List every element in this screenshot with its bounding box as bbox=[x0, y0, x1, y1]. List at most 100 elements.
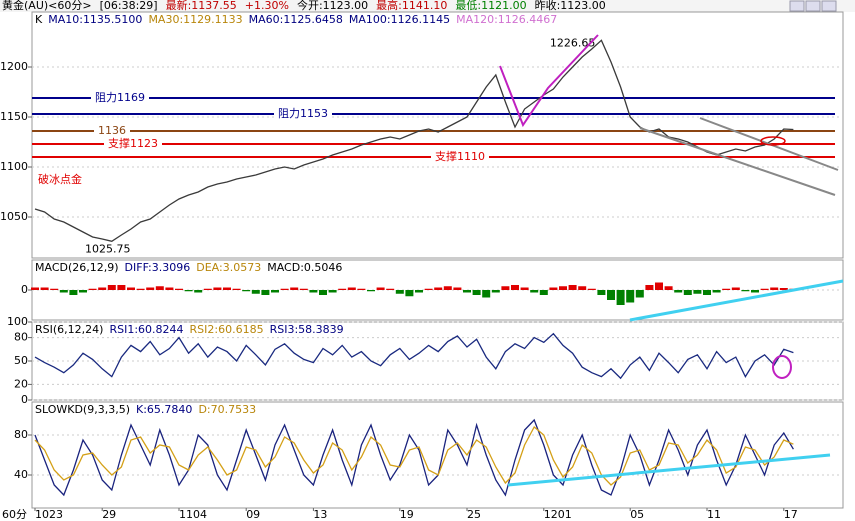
level-label: 支撑1123 bbox=[108, 136, 158, 150]
histogram-bar bbox=[280, 288, 289, 290]
histogram-bar bbox=[194, 290, 203, 293]
level-label: 阻力1153 bbox=[278, 107, 328, 120]
x-tick-label: 17 bbox=[784, 508, 798, 521]
histogram-bar bbox=[31, 287, 39, 290]
histogram-bar bbox=[271, 290, 279, 293]
histogram-bar bbox=[251, 290, 260, 294]
top-bar-item: 今开:1123.00 bbox=[297, 0, 368, 12]
panel-header: SLOWKD(9,3,3,5) bbox=[35, 403, 130, 416]
series-line bbox=[34, 418, 794, 497]
drawn-annotations bbox=[499, 34, 844, 487]
histogram-bar bbox=[443, 286, 452, 290]
panel-header: MA100:1126.1145 bbox=[349, 13, 450, 26]
histogram-bar bbox=[146, 287, 155, 290]
x-tick-label: 05 bbox=[630, 508, 644, 521]
histogram-bar bbox=[463, 290, 471, 293]
level-label-bg bbox=[274, 107, 332, 120]
histogram-bar bbox=[309, 290, 318, 293]
max-label: 1226.65 bbox=[550, 36, 596, 49]
min-label: 1025.75 bbox=[85, 242, 131, 255]
y-tick-label: 100 bbox=[7, 315, 28, 328]
histogram-bar bbox=[88, 288, 97, 290]
panel-header: MA10:1135.5100 bbox=[48, 13, 142, 26]
histogram-bar bbox=[79, 290, 87, 293]
panel-header: DEA:3.0573 bbox=[196, 261, 261, 274]
histogram-bar bbox=[165, 287, 174, 290]
histogram-bar bbox=[223, 287, 231, 290]
button-right[interactable] bbox=[805, 0, 821, 12]
button-left[interactable] bbox=[789, 0, 805, 12]
histogram-bar bbox=[751, 290, 759, 293]
y-tick-label: 40 bbox=[14, 468, 28, 481]
histogram-bar bbox=[568, 285, 577, 290]
histogram-bar bbox=[107, 285, 116, 290]
histogram-bar bbox=[559, 286, 567, 290]
histogram-bar bbox=[616, 290, 625, 305]
histogram-bar bbox=[779, 288, 788, 290]
histogram-bar bbox=[520, 287, 529, 290]
y-tick-label: 1200 bbox=[0, 60, 28, 73]
panel-header: MA120:1126.4467 bbox=[456, 13, 557, 26]
panel-header: MA30:1129.1133 bbox=[148, 13, 242, 26]
histogram-bar bbox=[338, 288, 347, 290]
histogram-bar bbox=[530, 290, 539, 293]
y-tick-label: 20 bbox=[14, 377, 28, 390]
histogram-bar bbox=[549, 287, 558, 290]
histogram-bar bbox=[491, 290, 500, 293]
histogram-bar bbox=[290, 287, 299, 290]
histogram-bar bbox=[453, 287, 462, 290]
histogram-bar bbox=[741, 290, 750, 292]
x-tick-label: 25 bbox=[467, 508, 481, 521]
y-tick-label: 50 bbox=[14, 354, 28, 367]
histogram-bar bbox=[539, 290, 548, 295]
histogram-bar bbox=[578, 286, 587, 290]
histogram-bar bbox=[587, 288, 596, 290]
x-tick-label: 1023 bbox=[35, 508, 63, 521]
histogram-bar bbox=[367, 290, 375, 292]
histogram-bar bbox=[395, 290, 404, 294]
histogram-bar bbox=[405, 290, 414, 297]
period-label: 60分 bbox=[2, 508, 27, 521]
histogram-bar bbox=[703, 290, 711, 295]
histogram-bar bbox=[635, 290, 644, 298]
panel-header: MACD(26,12,9) bbox=[35, 261, 119, 274]
level-label-bg bbox=[94, 124, 130, 137]
histogram-bar bbox=[136, 288, 145, 290]
histogram-bar bbox=[261, 290, 270, 295]
level-label-bg bbox=[104, 136, 162, 150]
histogram-bar bbox=[184, 290, 193, 292]
histogram-bar bbox=[597, 290, 606, 295]
histogram-bar bbox=[242, 290, 251, 292]
panel-header: MA60:1125.6458 bbox=[249, 13, 343, 26]
x-tick-label: 09 bbox=[246, 508, 260, 521]
histogram-bar bbox=[770, 287, 779, 290]
histogram-bar bbox=[155, 286, 164, 290]
panel-header: K bbox=[35, 13, 43, 26]
histogram-bar bbox=[607, 290, 615, 300]
histogram-bar bbox=[693, 290, 702, 294]
top-bar-item: 黄金(AU)<60分> bbox=[2, 0, 92, 12]
histogram-bar bbox=[386, 288, 395, 290]
y-tick-label: 0 bbox=[21, 283, 28, 296]
y-tick-label: 80 bbox=[14, 428, 28, 441]
histogram-bar bbox=[376, 287, 385, 290]
level-label: 1136 bbox=[98, 124, 126, 137]
histogram-bar bbox=[424, 288, 433, 290]
histogram-bar bbox=[357, 288, 366, 290]
histogram-bar bbox=[712, 290, 721, 293]
histogram-bar bbox=[213, 287, 222, 290]
panel-header: RSI3:58.3839 bbox=[270, 323, 344, 336]
histogram-bar bbox=[175, 288, 183, 290]
histogram-bar bbox=[664, 286, 673, 290]
histogram-bar bbox=[117, 285, 126, 290]
histogram-bar bbox=[472, 290, 481, 295]
histogram-bar bbox=[674, 290, 683, 293]
level-label: 阻力1169 bbox=[95, 91, 145, 104]
histogram-bar bbox=[69, 290, 78, 295]
button-zoom[interactable] bbox=[821, 0, 837, 12]
histogram-bar bbox=[59, 290, 68, 293]
top-bar-item: 最高:1141.10 bbox=[376, 0, 447, 12]
histogram-bar bbox=[415, 290, 423, 293]
annotation: 破冰点金 bbox=[38, 172, 82, 186]
